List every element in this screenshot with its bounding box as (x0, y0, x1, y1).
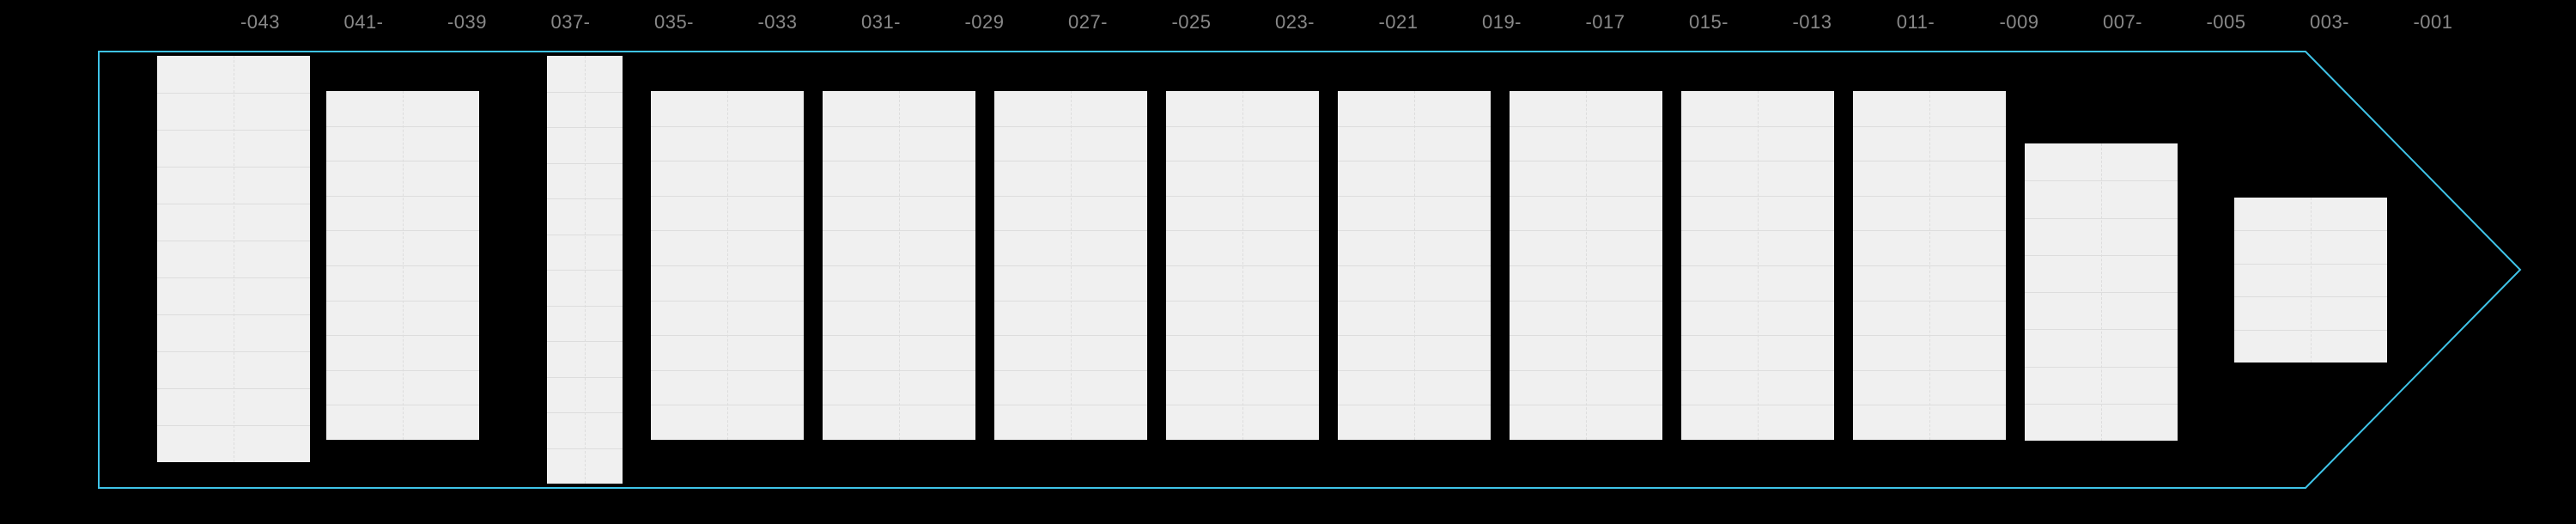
bay-001[interactable] (2234, 198, 2387, 363)
bay-035-033[interactable] (651, 91, 804, 440)
bay-label: 003- (2310, 11, 2349, 34)
bay-019-017[interactable] (1338, 91, 1491, 440)
bay-031-029[interactable] (823, 91, 975, 440)
bay-label: -039 (447, 11, 487, 34)
bay-label: 011- (1897, 11, 1935, 34)
bay-label: 031- (861, 11, 901, 34)
bay-label: 007- (2103, 11, 2142, 34)
bay-label: -017 (1585, 11, 1625, 34)
bay-label: -005 (2206, 11, 2245, 34)
bay-label: -025 (1171, 11, 1211, 34)
bay-label: -009 (1999, 11, 2038, 34)
bay-label: 027- (1068, 11, 1108, 34)
bay-027-025[interactable] (994, 91, 1147, 440)
bay-003[interactable] (2025, 143, 2178, 441)
bay-label: -029 (964, 11, 1004, 34)
bay-label: -021 (1378, 11, 1418, 34)
bay-label: -013 (1792, 11, 1832, 34)
bay-039[interactable] (326, 91, 479, 440)
bay-label: 015- (1689, 11, 1728, 34)
ship-bay-diagram: -043 041- -039 037- 035- -033 031- -029 027- -025… (0, 0, 2576, 524)
bay-label: 037- (550, 11, 590, 34)
bay-label: -001 (2413, 11, 2452, 34)
bay-015-013[interactable] (1510, 91, 1662, 440)
bay-023-021[interactable] (1166, 91, 1319, 440)
bay-label: -033 (757, 11, 797, 34)
bay-label: 035- (654, 11, 694, 34)
bay-label: 019- (1482, 11, 1522, 34)
bay-label: 041- (343, 11, 383, 34)
bay-011-009[interactable] (1681, 91, 1834, 440)
bay-label: 023- (1275, 11, 1315, 34)
bay-007-005[interactable] (1853, 91, 2006, 440)
bay-label: -043 (240, 11, 280, 34)
bay-037[interactable] (547, 56, 623, 484)
bay-043-041[interactable] (157, 56, 310, 462)
